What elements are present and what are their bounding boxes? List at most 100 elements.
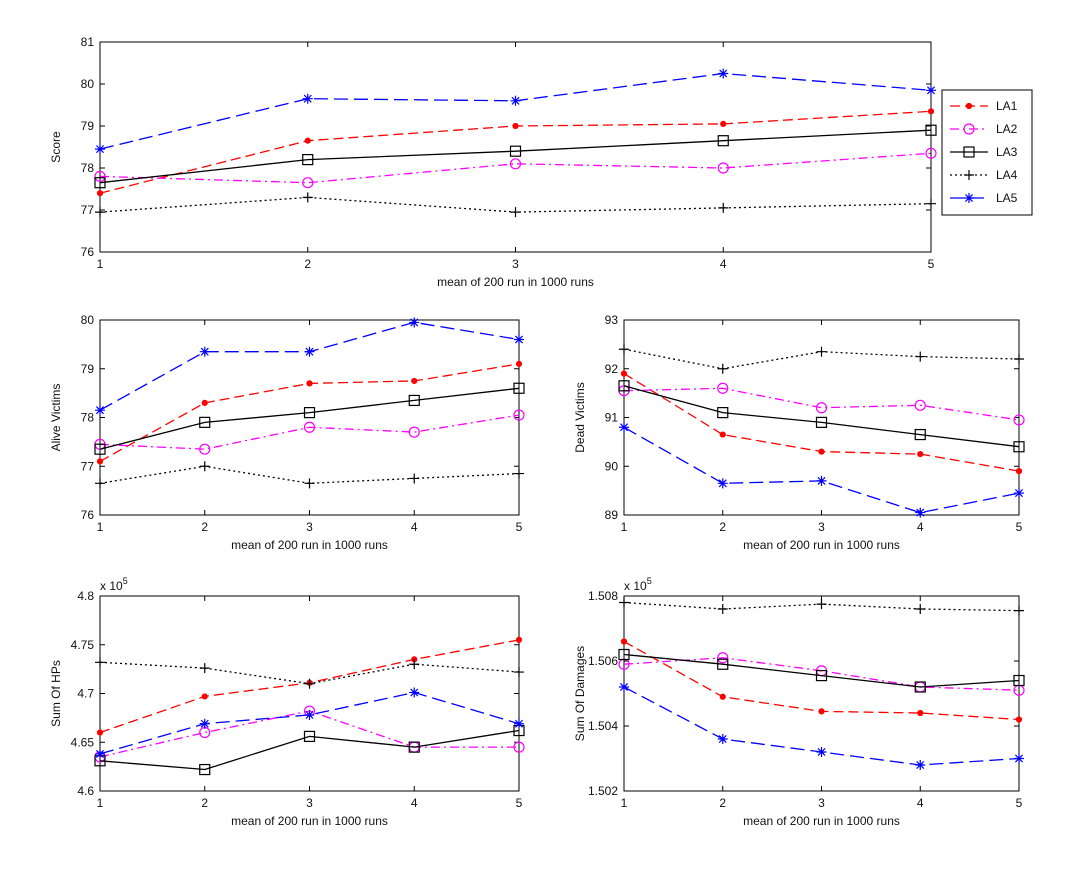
data-point-la5 <box>816 475 827 486</box>
data-point-la4 <box>304 478 315 489</box>
data-point-la5 <box>199 346 210 357</box>
data-point-la3 <box>408 741 420 753</box>
data-point-la1 <box>917 709 924 717</box>
legend-label: LA1 <box>996 99 1018 113</box>
x-tick-label: 2 <box>201 796 208 810</box>
sum-of-damages-panel: 1 2 3 4 5 1.502 1.504 1.506 1.508 mean of 200 run… <box>573 576 1025 828</box>
data-point-la5 <box>926 85 936 96</box>
data-point-la2 <box>815 402 828 414</box>
series-line-la4 <box>99 465 520 484</box>
series-la4 <box>95 657 524 689</box>
data-point-la1 <box>306 380 313 387</box>
y-axis-label: Alive Victims <box>49 384 63 452</box>
series-la3 <box>618 380 1025 453</box>
alive-victims-panel: 1 2 3 4 5 76 77 78 79 80 mean of 200 run in 1000 r… <box>49 313 525 552</box>
legend-entry-la4: LA4 <box>950 168 1018 182</box>
data-point-la3 <box>1013 674 1025 687</box>
y-tick-label: 78 <box>81 161 95 175</box>
series-la4 <box>619 597 1024 616</box>
series-line-la3 <box>623 385 1020 448</box>
series-la4 <box>95 461 524 489</box>
data-point-la2 <box>925 147 937 159</box>
data-point-la4 <box>304 678 315 689</box>
data-point-la2 <box>513 409 525 421</box>
data-point-la3 <box>408 394 420 407</box>
plot-area <box>99 595 520 792</box>
y-tick-label: 77 <box>81 459 95 473</box>
y-tick-label: 1.502 <box>588 784 618 798</box>
series-la3 <box>618 648 1025 693</box>
data-point-la5 <box>915 760 926 770</box>
data-point-la4 <box>95 657 105 668</box>
series-la2 <box>618 382 1025 426</box>
y-tick-label: 89 <box>605 508 619 522</box>
data-point-la4 <box>1014 605 1024 616</box>
y-axis-label: Dead Victims <box>573 382 587 452</box>
data-point-la2 <box>408 426 420 438</box>
axis-multiplier-base: x 10 <box>100 579 123 593</box>
data-point-la3 <box>513 382 525 394</box>
data-point-la1 <box>719 431 726 438</box>
data-point-la5 <box>302 93 313 104</box>
legend-entry-la3: LA3 <box>950 145 1018 159</box>
data-point-la1 <box>201 399 208 406</box>
data-point-la3 <box>199 763 211 776</box>
data-point-la1 <box>515 360 523 367</box>
data-point-la3 <box>509 145 522 157</box>
y-tick-label: 80 <box>81 313 95 327</box>
y-tick-label: 92 <box>605 362 619 376</box>
series-la5 <box>619 422 1024 518</box>
x-tick-label: 3 <box>306 520 313 534</box>
data-point-la3 <box>914 428 926 441</box>
data-point-la3 <box>303 407 316 419</box>
data-point-la4 <box>510 207 521 218</box>
series-la4 <box>95 192 936 218</box>
legend-entry-la2: LA2 <box>950 122 1018 136</box>
x-tick-label: 1 <box>97 796 104 810</box>
axis-multiplier: x 105 <box>100 576 128 593</box>
x-axis-label: mean of 200 run in 1000 runs <box>231 814 388 828</box>
data-point-la4 <box>718 202 729 213</box>
series-la3 <box>94 124 937 189</box>
data-point-la4 <box>199 461 210 472</box>
y-tick-label: 4.7 <box>77 687 94 701</box>
y-tick-label: 78 <box>81 411 95 425</box>
x-tick-label: 4 <box>917 520 924 534</box>
data-point-la3 <box>618 380 630 392</box>
x-tick-label: 2 <box>304 257 311 271</box>
legend-label: LA3 <box>996 145 1018 159</box>
data-point-la5 <box>199 718 210 729</box>
series-line-la3 <box>99 129 932 184</box>
data-point-la4 <box>717 604 728 614</box>
y-tick-label: 93 <box>605 313 619 327</box>
data-point-la5 <box>510 95 521 106</box>
plot-area <box>623 595 1020 792</box>
x-axis-label: mean of 200 run in 1000 runs <box>231 538 388 552</box>
x-tick-label: 3 <box>818 796 825 810</box>
data-point-la3 <box>815 416 828 428</box>
data-point-la1 <box>719 693 726 700</box>
data-point-la4 <box>926 198 936 209</box>
axis-multiplier: x 105 <box>624 576 652 593</box>
data-point-la3 <box>199 416 211 428</box>
y-tick-label: 4.8 <box>77 589 94 603</box>
data-point-la4 <box>717 363 728 374</box>
y-tick-label: 80 <box>81 77 95 91</box>
series-la5 <box>95 68 936 155</box>
series-la1 <box>620 638 1023 723</box>
data-point-la1 <box>917 450 924 458</box>
data-point-la2 <box>1013 414 1025 426</box>
data-point-la5 <box>514 718 524 729</box>
x-axis-label: mean of 200 run in 1000 runs <box>437 275 594 289</box>
series-la1 <box>620 370 1023 475</box>
series-la1 <box>96 360 523 465</box>
x-tick-label: 2 <box>201 520 208 534</box>
data-point-la1 <box>96 458 104 465</box>
legend-entry-la5: LA5 <box>950 191 1018 205</box>
y-tick-label: 1.504 <box>588 719 618 733</box>
data-point-la4 <box>409 659 420 670</box>
y-tick-label: 79 <box>81 119 95 133</box>
y-tick-label: 79 <box>81 362 95 376</box>
data-point-la3 <box>94 443 106 455</box>
